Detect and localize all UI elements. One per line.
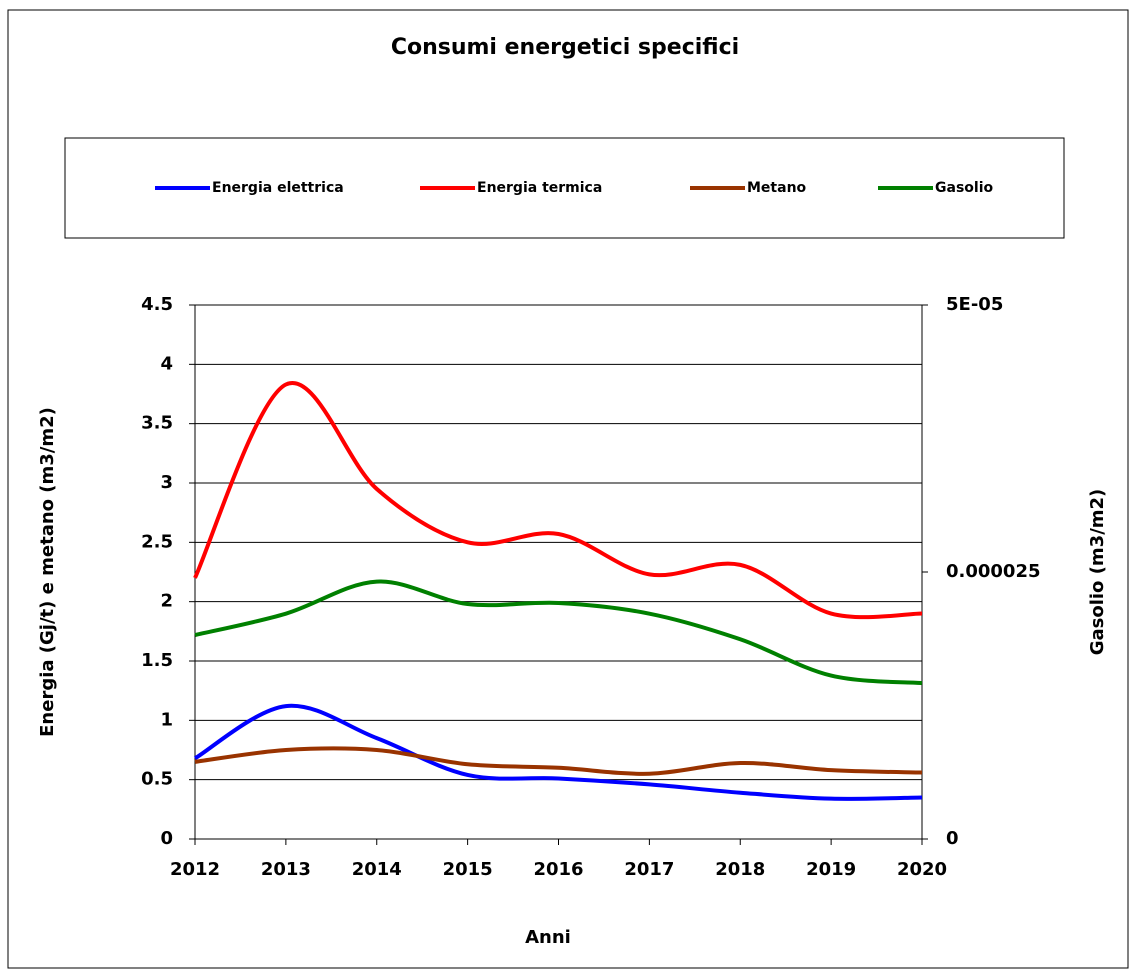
y-tick-label: 4 <box>160 353 173 374</box>
y-tick-label: 3 <box>160 472 173 493</box>
x-tick-label: 2015 <box>443 859 493 880</box>
y-tick-label: 0.5 <box>141 769 173 790</box>
x-tick-label: 2017 <box>624 859 674 880</box>
series-line <box>194 579 923 686</box>
y2-tick-label: 5E-05 <box>946 294 1003 315</box>
x-tick-label: 2019 <box>806 859 856 880</box>
y-tick-label: 3.5 <box>141 413 173 434</box>
y2-tick-label: 0.000025 <box>946 561 1041 582</box>
series-line <box>193 380 923 620</box>
x-tick-label: 2013 <box>261 859 311 880</box>
legend-label: Metano <box>747 180 807 196</box>
y-tick-label: 1.5 <box>141 650 173 671</box>
x-tick-label: 2014 <box>352 859 402 880</box>
x-axis-title: Anni <box>525 927 571 948</box>
series-line <box>193 703 923 801</box>
y-tick-label: 2.5 <box>141 531 173 552</box>
y-axis-title: Energia (Gj/t) e metano (m3/m2) <box>37 407 58 737</box>
legend-label: Energia elettrica <box>212 180 344 196</box>
chart-title: Consumi energetici specifici <box>391 35 739 60</box>
y2-tick-label: 0 <box>946 828 959 849</box>
y-tick-label: 0 <box>160 828 173 849</box>
y2-axis-title: Gasolio (m3/m2) <box>1087 489 1108 656</box>
x-tick-label: 2016 <box>533 859 583 880</box>
series-line <box>194 746 923 776</box>
x-tick-label: 2018 <box>715 859 765 880</box>
x-tick-label: 2020 <box>897 859 947 880</box>
x-tick-label: 2012 <box>170 859 220 880</box>
y-tick-label: 4.5 <box>141 294 173 315</box>
y-tick-label: 1 <box>160 709 173 730</box>
legend-label: Energia termica <box>477 180 602 196</box>
legend-label: Gasolio <box>935 180 993 196</box>
y-tick-label: 2 <box>160 591 173 612</box>
